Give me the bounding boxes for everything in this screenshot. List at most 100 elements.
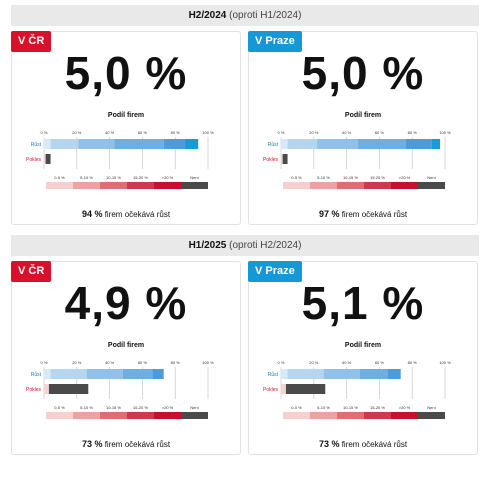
x-tick-label: 0 % bbox=[41, 360, 48, 365]
growth-bar-segment bbox=[44, 369, 51, 379]
legend-bin-swatch bbox=[127, 182, 154, 189]
panel-h1-2025-cr: V ČR 4,9 % Podíl firem 0 % 20 % 40 % 60 % 80… bbox=[11, 261, 241, 455]
legend-bin-label: >20 % bbox=[399, 175, 411, 180]
x-tick-label: 0 % bbox=[278, 130, 285, 135]
legend-bin-swatch bbox=[418, 182, 445, 189]
panel-h2-2024-cr: V ČR 5,0 % Podíl firem 0 % 20 % 40 % 60 % 80… bbox=[11, 31, 241, 225]
x-tick-label: 40 % bbox=[342, 360, 352, 365]
legend-bin-label: Není bbox=[190, 175, 199, 180]
legend-bin-label: >20 % bbox=[162, 175, 174, 180]
legend-bin-label: Není bbox=[427, 175, 436, 180]
legend-bin-swatch bbox=[337, 412, 364, 419]
x-tick-label: 80 % bbox=[408, 130, 418, 135]
growth-summary: 94 % firem očekává růst bbox=[12, 209, 240, 219]
section-comparison: (oproti H2/2024) bbox=[229, 240, 302, 251]
legend-bin-label: 15-20 % bbox=[370, 175, 385, 180]
panel-h1-2025-praha: V Praze 5,1 % Podíl firem 0 % 20 % 40 % 60 … bbox=[248, 261, 478, 455]
growth-share-value: 73 % bbox=[318, 439, 340, 449]
growth-bar-segment bbox=[281, 369, 288, 379]
x-tick-label: 60 % bbox=[138, 130, 148, 135]
category-label-rust: Růst bbox=[31, 141, 42, 148]
podil-label: Podíl firem bbox=[107, 342, 145, 349]
category-label-rust: Růst bbox=[31, 371, 42, 378]
legend-bin-label: Není bbox=[190, 405, 199, 410]
legend-bin-label: 15-20 % bbox=[133, 405, 148, 410]
category-label-rust: Růst bbox=[268, 141, 279, 148]
legend-bin-label: 10-15 % bbox=[106, 405, 121, 410]
category-label-pokles: Pokles bbox=[263, 387, 279, 393]
legend-bin-swatch bbox=[283, 412, 310, 419]
x-tick-label: 100 % bbox=[202, 130, 214, 135]
x-tick-label: 60 % bbox=[375, 360, 385, 365]
legend-bin-swatch bbox=[100, 412, 127, 419]
growth-bar-segment bbox=[431, 139, 441, 149]
x-tick-label: 20 % bbox=[72, 130, 82, 135]
category-label-pokles: Pokles bbox=[26, 157, 42, 163]
growth-bar-segment bbox=[50, 369, 87, 379]
legend-bin-swatch bbox=[73, 182, 100, 189]
x-tick-label: 60 % bbox=[375, 130, 385, 135]
legend-bin-swatch bbox=[154, 412, 181, 419]
decline-bar-segment bbox=[281, 384, 286, 394]
legend-bin-label: 10-15 % bbox=[106, 175, 121, 180]
growth-share-value: 94 % bbox=[81, 209, 103, 219]
podil-label: Podíl firem bbox=[344, 112, 382, 119]
x-tick-label: 20 % bbox=[72, 360, 82, 365]
big-value: 5,1 % bbox=[301, 277, 425, 329]
legend-bin-label: 0-5 % bbox=[54, 405, 65, 410]
growth-share-text: firem očekává růst bbox=[104, 210, 171, 219]
x-tick-label: 20 % bbox=[309, 130, 319, 135]
legend-bin-label: 5-10 % bbox=[317, 175, 330, 180]
x-tick-label: 0 % bbox=[41, 130, 48, 135]
legend-bin-label: 15-20 % bbox=[370, 405, 385, 410]
growth-share-value: 73 % bbox=[81, 439, 103, 449]
growth-bar-segment bbox=[358, 139, 406, 149]
legend-bin-swatch bbox=[364, 412, 391, 419]
decline-bar-segment bbox=[48, 384, 89, 394]
panel-h2-2024-praha: V Praze 5,0 % Podíl firem 0 % 20 % 40 % 60 … bbox=[248, 31, 478, 225]
growth-bar-segment bbox=[152, 369, 164, 379]
legend-bin-swatch bbox=[181, 182, 208, 189]
growth-bar-segment bbox=[185, 139, 199, 149]
growth-bar-segment bbox=[78, 139, 115, 149]
podil-label: Podíl firem bbox=[107, 112, 145, 119]
big-value: 5,0 % bbox=[64, 47, 188, 99]
legend-bin-label: Není bbox=[427, 405, 436, 410]
legend-bin-label: 5-10 % bbox=[80, 405, 93, 410]
x-tick-label: 100 % bbox=[439, 130, 451, 135]
decline-bar-segment bbox=[44, 154, 46, 164]
legend-bin-label: 0-5 % bbox=[54, 175, 65, 180]
podil-label: Podíl firem bbox=[344, 342, 382, 349]
legend-bin-swatch bbox=[46, 412, 73, 419]
growth-summary: 73 % firem očekává růst bbox=[249, 439, 477, 449]
growth-bar-segment bbox=[44, 139, 51, 149]
region-badge: V ČR bbox=[11, 261, 52, 282]
region-badge: V ČR bbox=[11, 31, 52, 52]
growth-bar-segment bbox=[359, 369, 388, 379]
legend-bin-label: 5-10 % bbox=[80, 175, 93, 180]
decline-bar-segment bbox=[282, 154, 288, 164]
x-tick-label: 80 % bbox=[408, 360, 418, 365]
legend-bin-label: 5-10 % bbox=[317, 405, 330, 410]
growth-bar-segment bbox=[50, 139, 79, 149]
growth-share-text: firem očekává růst bbox=[104, 440, 171, 449]
x-tick-label: 0 % bbox=[278, 360, 285, 365]
section-period: H2/2024 bbox=[188, 10, 227, 21]
legend-bin-label: >20 % bbox=[162, 405, 174, 410]
category-label-pokles: Pokles bbox=[263, 157, 279, 163]
x-tick-label: 40 % bbox=[105, 360, 115, 365]
section-header-h1-2025: H1/2025 (oproti H2/2024) bbox=[11, 235, 479, 256]
growth-bar-segment bbox=[281, 139, 288, 149]
legend-bin-swatch bbox=[418, 412, 445, 419]
legend-bin-swatch bbox=[154, 182, 181, 189]
legend-bin-swatch bbox=[181, 412, 208, 419]
x-tick-label: 100 % bbox=[202, 360, 214, 365]
region-badge: V Praze bbox=[248, 31, 302, 52]
x-tick-label: 40 % bbox=[342, 130, 352, 135]
decline-bar-segment bbox=[45, 154, 51, 164]
growth-bar-segment bbox=[317, 139, 359, 149]
legend-bin-swatch bbox=[73, 412, 100, 419]
legend-bin-swatch bbox=[310, 182, 337, 189]
legend-bin-swatch bbox=[364, 182, 391, 189]
growth-summary: 97 % firem očekává růst bbox=[249, 209, 477, 219]
